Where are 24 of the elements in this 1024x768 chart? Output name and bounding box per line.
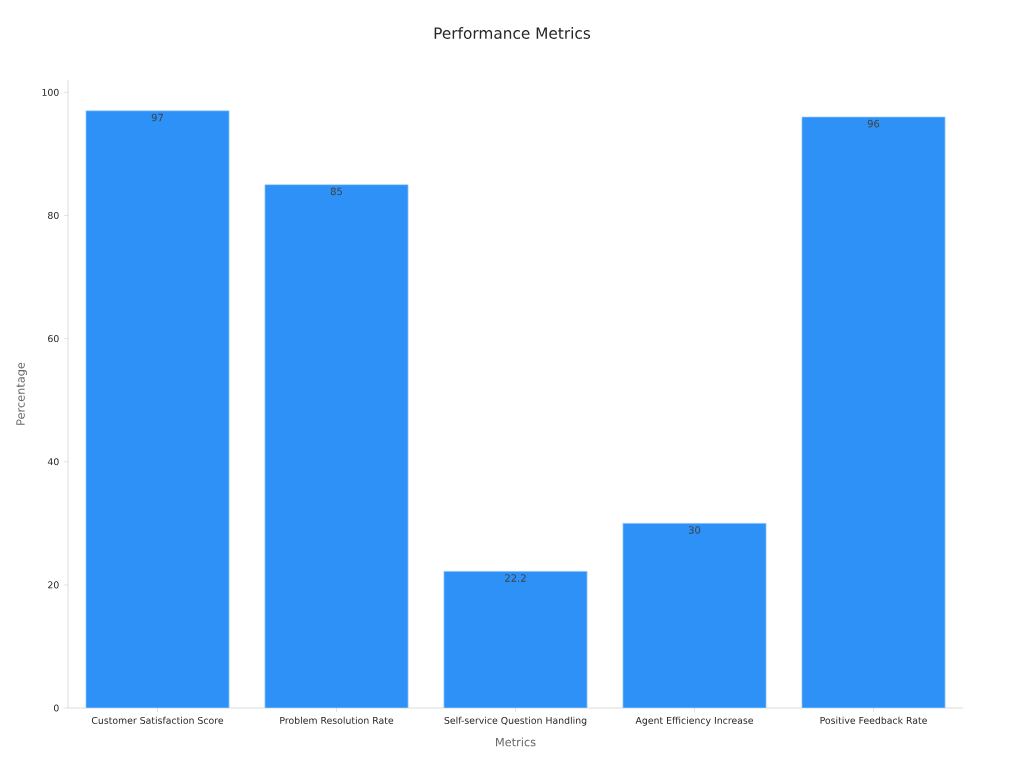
bar [801,116,946,708]
bar [85,110,230,708]
bar [622,522,767,708]
bar [443,570,588,708]
y-tick-label: 60 [48,335,59,343]
x-tick-label: Agent Efficiency Increase [635,716,754,726]
y-tick-label: 20 [48,581,59,589]
data-label: 85 [330,187,342,196]
y-tick-label: 100 [42,88,59,96]
x-tick-label: Self-service Question Handling [444,716,587,726]
x-tick-label: Customer Satisfaction Score [91,716,224,724]
data-label: 22.2 [505,574,526,582]
data-label: 96 [867,119,880,128]
data-label: 97 [151,113,163,122]
y-axis-title: Percentage [16,362,27,425]
y-tick-label: 40 [47,458,59,466]
data-label: 30 [688,526,701,534]
y-tick-label: 80 [48,211,59,219]
x-axis-title: Metrics [496,737,536,747]
chart-title: Performance Metrics [434,27,591,39]
x-tick-label: Positive Feedback Rate [820,716,927,724]
y-tick-label: 0 [53,704,59,712]
bar [264,184,409,708]
x-tick-label: Problem Resolution Rate [280,716,394,724]
